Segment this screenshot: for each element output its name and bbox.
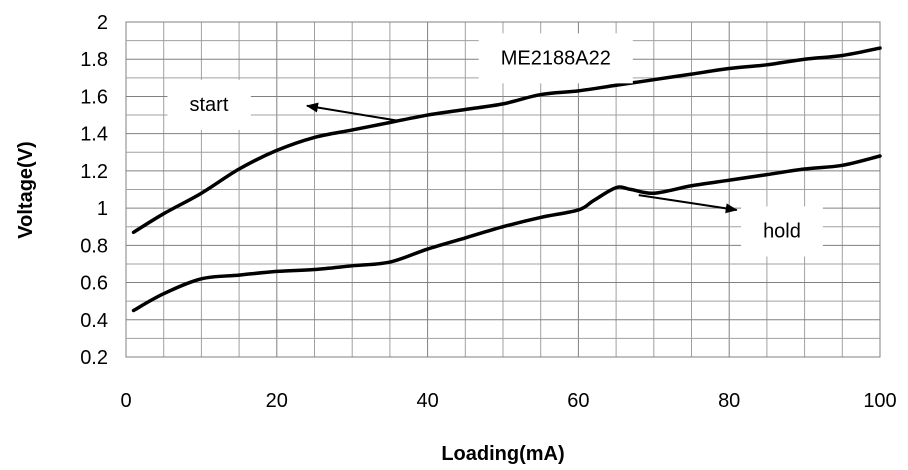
- annotations: ME2188A22 start hold: [167, 33, 823, 257]
- y-tick-label: 1.4: [80, 124, 108, 146]
- x-tick-label: 100: [863, 390, 896, 412]
- annotation-label: ME2188A22: [501, 47, 611, 69]
- x-axis-title: Loading(mA): [441, 443, 564, 465]
- x-tick-label: 40: [416, 390, 438, 412]
- y-tick-label: 1: [97, 198, 108, 220]
- y-tick-label: 0.6: [80, 273, 108, 295]
- y-tick-label: 0.4: [80, 310, 108, 332]
- y-tick-label: 1.6: [80, 86, 108, 108]
- x-tick-label: 0: [120, 390, 131, 412]
- annotation-box: [167, 79, 251, 130]
- annotation-arrow: [305, 102, 398, 122]
- y-tick-label: 0.8: [80, 235, 108, 257]
- annotation-arrow: [638, 194, 738, 214]
- y-tick-label: 1.8: [80, 49, 108, 71]
- annotation-label: hold: [763, 220, 801, 242]
- tick-labels: 0 20 40 60 80 100 0.2 0.4 0.6 0.8 1 1.2 1.4 1.6 1.8 2: [80, 12, 897, 412]
- x-tick-label: 80: [718, 390, 740, 412]
- annotation-label: start: [189, 94, 228, 116]
- grid: [125, 21, 881, 358]
- series-line-start: [131, 46, 882, 235]
- y-axis-title: Voltage(V): [15, 141, 37, 238]
- y-tick-label: 1.2: [80, 161, 108, 183]
- annotation-box: [478, 33, 633, 84]
- y-tick-label: 0.2: [80, 347, 108, 369]
- x-tick-label: 60: [567, 390, 589, 412]
- x-tick-label: 20: [266, 390, 288, 412]
- y-tick-label: 2: [97, 12, 108, 34]
- annotation-box: [741, 206, 823, 257]
- series-line-hold: [131, 154, 882, 313]
- series-lines: [131, 46, 882, 313]
